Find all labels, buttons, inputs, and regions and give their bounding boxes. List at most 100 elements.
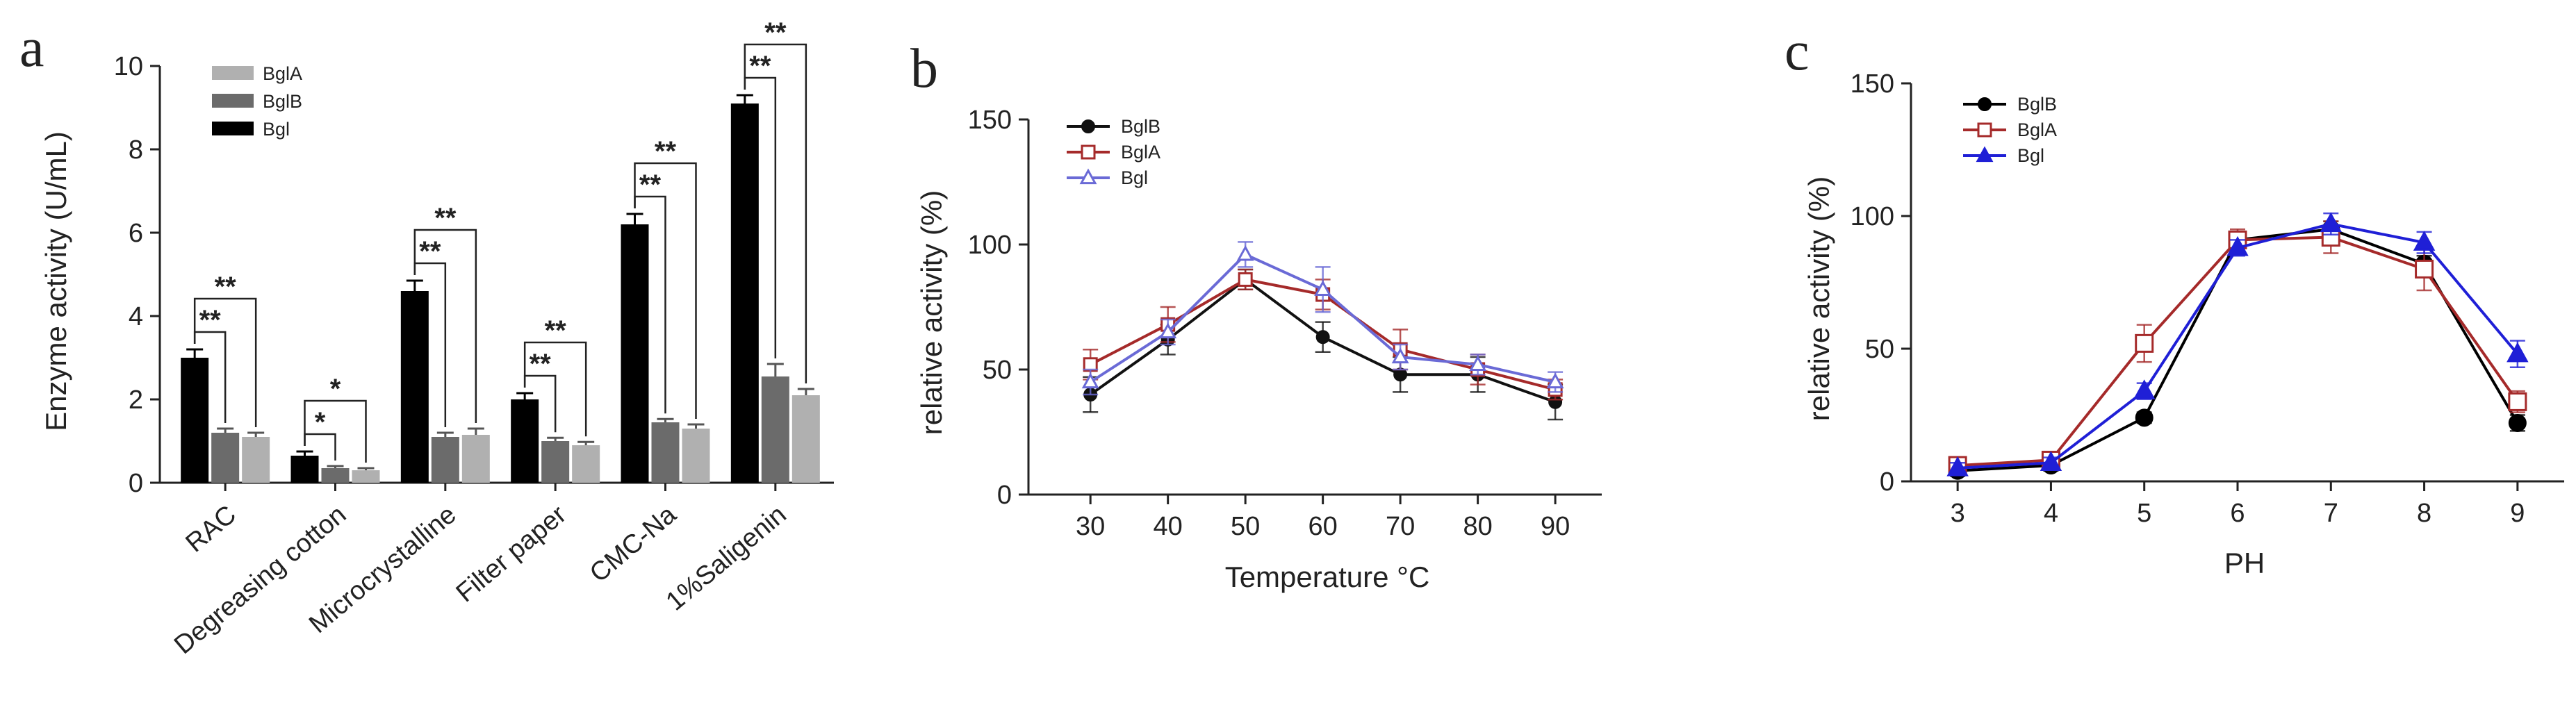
panel-a-bar-bgla-filter-paper — [572, 445, 600, 483]
panel-c-point-bgla — [2508, 392, 2527, 411]
panel-a-bar-bgla-rac — [242, 437, 270, 483]
panel-a-bar-bgl-microcrystalline — [400, 291, 429, 483]
panel-c-legend-label-bgla: BglA — [2017, 119, 2057, 140]
panel-c-legend-label-bglb: BglB — [2017, 94, 2057, 115]
panel-b-x-tick-label: 40 — [1154, 512, 1183, 541]
panel-a-bar-bgl-1-saligenin — [730, 103, 759, 483]
panel-c-point-bgl — [2133, 379, 2156, 399]
panel-c-line-chart: c relative activity (%) PH BglB BglA Bgl 0… — [1785, 21, 2564, 579]
panel-b-x-tick-label: 50 — [1231, 512, 1260, 541]
panel-c-point-bgl — [2413, 231, 2436, 251]
panel-b-legend-marker-bgl — [1079, 168, 1097, 185]
panel-c-plot-area: 0 50 100 150 3 4 5 6 7 8 9 — [1851, 69, 2564, 528]
panel-b-legend-label-bgla: BglA — [1121, 142, 1160, 163]
panel-a-bar-bglb-1-saligenin — [761, 376, 789, 483]
panel-c-point-bgl — [2507, 342, 2529, 363]
panel-c-label: c — [1785, 21, 1810, 82]
panel-c-x-tick-label: 6 — [2230, 499, 2245, 528]
panel-c-point-bgl — [1946, 456, 1969, 476]
panel-a-legend-swatch-bglb — [212, 94, 254, 108]
panel-c-point-bgl — [2040, 451, 2062, 471]
panel-a-bar-bgl-filter-paper — [511, 399, 539, 483]
panel-a-bar-bgl-cmc-na — [621, 224, 649, 483]
panel-b-x-tick-label: 80 — [1463, 512, 1492, 541]
panel-c-point-bgla — [2135, 333, 2154, 353]
panel-c-point-bglb — [2508, 413, 2527, 432]
panel-b-line-chart: b relative activity (%) Temperature °C B… — [910, 38, 1602, 593]
panel-a-significance-label: ** — [764, 17, 787, 48]
panel-b-point-bgl — [1546, 372, 1564, 389]
panel-b-legend: BglB BglA Bgl — [1067, 116, 1160, 188]
panel-a-legend-label-bgl: Bgl — [263, 119, 290, 140]
panel-b-x-tick-label: 30 — [1076, 512, 1105, 541]
panel-c-point-bgl — [2226, 235, 2249, 256]
panel-a-legend: BglA BglB Bgl — [212, 63, 302, 140]
panel-b-x-tick-label: 70 — [1386, 512, 1415, 541]
panel-a-bar-bgl-rac — [181, 358, 209, 483]
panel-a-significance-bracket — [744, 43, 807, 383]
panel-a-bar-bglb-microcrystalline — [431, 437, 459, 483]
panel-c-y-tick-label: 150 — [1851, 69, 1894, 99]
panel-a-bar-bgla-1-saligenin — [791, 395, 820, 483]
panel-a-significance-label: ** — [530, 349, 552, 379]
panel-c-x-tick-label: 9 — [2510, 499, 2525, 528]
panel-c-point-bgla — [2415, 259, 2434, 279]
panel-b-y-axis-title: relative activity (%) — [915, 190, 948, 435]
panel-c-legend-marker-bglb — [1978, 97, 1992, 111]
panel-c-x-tick-label: 5 — [2137, 499, 2151, 528]
panel-a-legend-swatch-bgla — [212, 66, 254, 80]
panel-c-legend-marker-bgla — [1977, 122, 1992, 138]
panel-a-significance-label: ** — [199, 305, 222, 335]
panel-a-significance-label: ** — [419, 236, 441, 267]
panel-a-bar-bglb-rac — [211, 433, 240, 483]
panel-a-bar-bglb-filter-paper — [541, 441, 570, 483]
panel-a-y-axis-title: Enzyme activity (U/mL) — [40, 131, 72, 431]
panel-b-point-bgla — [1238, 272, 1253, 287]
panel-a-significance-bracket — [193, 297, 257, 427]
panel-a-legend-label-bglb: BglB — [263, 91, 302, 112]
panel-c-y-tick-label: 50 — [1865, 335, 1894, 364]
panel-b-x-tick-label: 90 — [1541, 512, 1570, 541]
panel-a-y-tick-label: 4 — [129, 302, 143, 331]
panel-c-legend-marker-bgl — [1976, 146, 1994, 163]
panel-a-bar-bglb-degreasing-cotton — [321, 468, 350, 483]
panel-b-legend-marker-bglb — [1081, 119, 1095, 133]
panel-b-point-bgl — [1314, 280, 1332, 296]
panel-a-significance-label: ** — [434, 203, 457, 233]
panel-a-label: a — [19, 17, 44, 78]
panel-b-point-bgl — [1236, 245, 1254, 261]
panel-c-x-axis-title: PH — [2224, 547, 2265, 579]
panel-a-y-tick-label: 0 — [129, 469, 143, 498]
panel-c-x-tick-label: 4 — [2044, 499, 2058, 528]
panel-c-y-tick-label: 100 — [1851, 202, 1894, 231]
panel-b-point-bgl — [1159, 322, 1177, 339]
panel-b-y-tick-label: 100 — [968, 231, 1012, 260]
panel-c-point-bgl — [2320, 212, 2343, 233]
panel-b-x-axis-title: Temperature °C — [1225, 561, 1430, 593]
panel-b-label: b — [910, 38, 938, 99]
panel-a-bar-bglb-cmc-na — [651, 422, 680, 483]
panel-b-plot-area: 0 50 100 150 30 40 50 60 70 80 90 — [968, 106, 1602, 541]
panel-a-significance-bracket — [413, 229, 477, 423]
panel-a-significance-label: ** — [655, 136, 677, 167]
panel-a-significance-bracket — [634, 162, 697, 419]
panel-a-significance-label: * — [330, 374, 341, 404]
panel-a-bar-bgla-cmc-na — [682, 429, 710, 483]
panel-a-significance-label: * — [315, 407, 326, 438]
panel-a-y-tick-label: 8 — [129, 135, 143, 165]
panel-b-point-bglb — [1315, 330, 1330, 345]
panel-a-y-tick-label: 2 — [129, 386, 143, 415]
panel-b-y-tick-label: 150 — [968, 106, 1012, 135]
panel-a-legend-swatch-bgl — [212, 122, 254, 135]
panel-a-bar-bgla-microcrystalline — [461, 435, 490, 483]
panel-b-legend-label-bgl: Bgl — [1121, 167, 1148, 188]
panel-b-y-tick-label: 0 — [997, 481, 1012, 510]
panel-b-legend-label-bglb: BglB — [1121, 116, 1160, 137]
panel-b-point-bgl — [1391, 347, 1409, 364]
panel-a-significance-label: ** — [215, 272, 237, 302]
panel-a-y-tick-label: 10 — [114, 52, 143, 81]
panel-c-y-tick-label: 0 — [1880, 467, 1894, 497]
panel-a-y-tick-label: 6 — [129, 219, 143, 248]
